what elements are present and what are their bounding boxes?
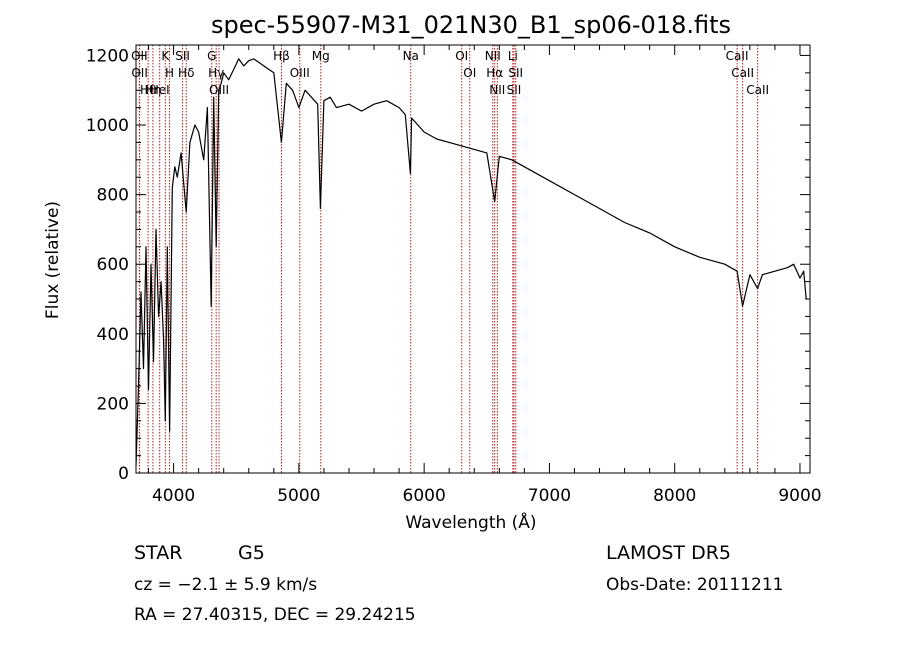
cz-label: cz = −2.1 ± 5.9 km/s [134,575,317,595]
obs-date-label: Obs-Date: 20111211 [606,575,783,595]
y-axis: 0 200 400 600 800 1000 1200 [86,46,810,484]
line-label-20: NII [489,83,505,97]
line-label-18: Hα [486,66,503,80]
x-tick-label-0: 4000 [152,486,195,506]
x-axis: 4000 5000 6000 7000 8000 9000 [148,45,822,506]
line-label-13: OIII [290,66,310,80]
x-tick-label-4: 8000 [653,486,696,506]
line-label-25: CaII [731,66,754,80]
line-label-3: K [161,49,170,63]
spectrum-series [135,58,807,467]
survey-label: LAMOST DR5 [606,542,731,564]
line-label-24: CaII [726,49,749,63]
line-label-7: Hδ [178,66,194,80]
x-tick-label-5: 9000 [778,486,821,506]
spectrum-line [135,58,807,467]
line-label-15: Na [403,49,419,63]
radec-label: RA = 27.40315, DEC = 29.24215 [134,605,416,625]
line-label-5: HeI [150,83,170,97]
line-label-16: OI [455,49,468,63]
x-tick-label-1: 5000 [277,486,320,506]
plot-frame [135,44,811,474]
y-tick-label-4: 800 [97,186,129,206]
info-block: STAR G5 LAMOST DR5 cz = −2.1 ± 5.9 km/s … [134,542,783,625]
x-tick-label-3: 7000 [528,486,571,506]
line-label-12: Hβ [273,49,290,63]
y-tick-label-5: 1000 [86,116,129,136]
y-tick-label-2: 400 [97,325,129,345]
y-tick-label-6: 1200 [86,46,129,66]
y-axis-label: Flux (relative) [43,201,63,319]
line-label-19: NII [485,49,501,63]
chart-title: spec-55907-M31_021N30_B1_sp06-018.fits [211,11,731,39]
y-tick-label-3: 600 [97,255,129,275]
y-tick-label-0: 0 [118,464,129,484]
line-label-6: Hη [145,83,162,97]
line-label-21: SII [507,83,522,97]
line-label-0: Hθ [140,83,156,97]
line-label-26: CaII [746,83,769,97]
y-tick-label-1: 200 [97,394,129,414]
class-label: STAR [134,542,182,564]
line-label-10: Hγ [208,66,224,80]
x-axis-label: Wavelength (Å) [405,511,536,533]
line-label-23: Li [508,49,518,63]
line-label-8: SII [175,49,190,63]
line-label-1: OII [131,49,148,63]
line-label-4: H [165,66,174,80]
x-tick-label-2: 6000 [403,486,446,506]
line-label-17: OI [463,66,476,80]
subclass-label: G5 [238,542,265,564]
line-label-14: Mg [312,49,330,63]
line-label-22: SII [508,66,523,80]
line-label-11: G [207,49,216,63]
